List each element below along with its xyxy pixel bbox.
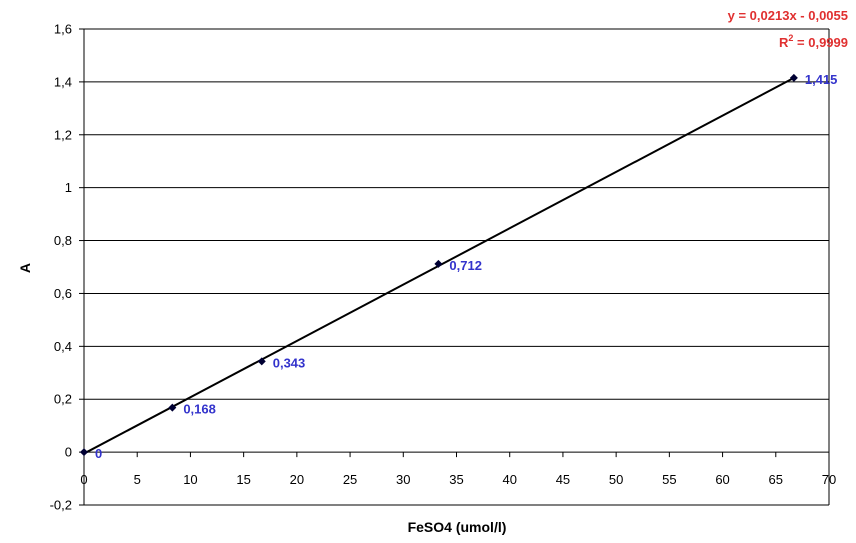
data-label: 0,712 <box>449 258 482 273</box>
y-tick-label: -0,2 <box>50 498 72 513</box>
x-tick-label: 5 <box>134 472 141 487</box>
x-tick-label: 25 <box>343 472 357 487</box>
y-tick-label: 1,2 <box>54 127 72 142</box>
x-tick-label: 10 <box>183 472 197 487</box>
x-tick-label: 30 <box>396 472 410 487</box>
data-point-marker <box>168 403 177 412</box>
data-points <box>80 73 798 457</box>
x-tick-label: 15 <box>236 472 250 487</box>
y-tick-label: 0,4 <box>54 339 72 354</box>
data-point-marker <box>257 357 266 366</box>
axes <box>79 28 830 506</box>
data-point-marker <box>789 73 798 82</box>
y-tick-label: 1 <box>65 180 72 195</box>
data-label: 0 <box>95 446 102 461</box>
x-tick-label: 40 <box>502 472 516 487</box>
r-squared-superscript: 2 <box>788 33 793 43</box>
data-label: 0,343 <box>273 355 306 370</box>
tick-labels: -0,200,20,40,60,811,21,41,60 5 10 15 20 25 30 3… <box>50 22 837 513</box>
r-squared-prefix: R <box>779 35 789 50</box>
data-labels: 0 0,168 0,343 0,712 1,415 <box>95 72 837 461</box>
data-label: 0,168 <box>183 402 216 417</box>
x-tick-label: 35 <box>449 472 463 487</box>
x-tick-label: 0 <box>80 472 87 487</box>
x-tick-label: 60 <box>715 472 729 487</box>
trendline-equation: y = 0,0213x - 0,0055 <box>728 8 848 23</box>
x-tick-label: 20 <box>290 472 304 487</box>
y-tick-label: 0 <box>65 445 72 460</box>
x-tick-label: 65 <box>769 472 783 487</box>
x-tick-label: 70 <box>822 472 836 487</box>
grid-lines <box>84 28 829 506</box>
data-point-marker <box>434 259 443 268</box>
data-point-marker <box>80 448 88 457</box>
y-axis-title: A <box>17 263 33 273</box>
x-tick-label: 55 <box>662 472 676 487</box>
y-tick-label: 0,8 <box>54 233 72 248</box>
x-tick-label: 50 <box>609 472 623 487</box>
data-label: 1,415 <box>805 72 838 87</box>
y-tick-label: 0,2 <box>54 392 72 407</box>
y-tick-label: 1,6 <box>54 22 72 37</box>
r-squared-label: R2 = 0,9999 <box>779 33 848 50</box>
y-tick-label: 0,6 <box>54 286 72 301</box>
x-axis-title: FeSO4 (umol/l) <box>408 519 507 535</box>
x-tick-label: 45 <box>556 472 570 487</box>
y-tick-label: 1,4 <box>54 74 72 89</box>
r-squared-value: = 0,9999 <box>793 35 848 50</box>
